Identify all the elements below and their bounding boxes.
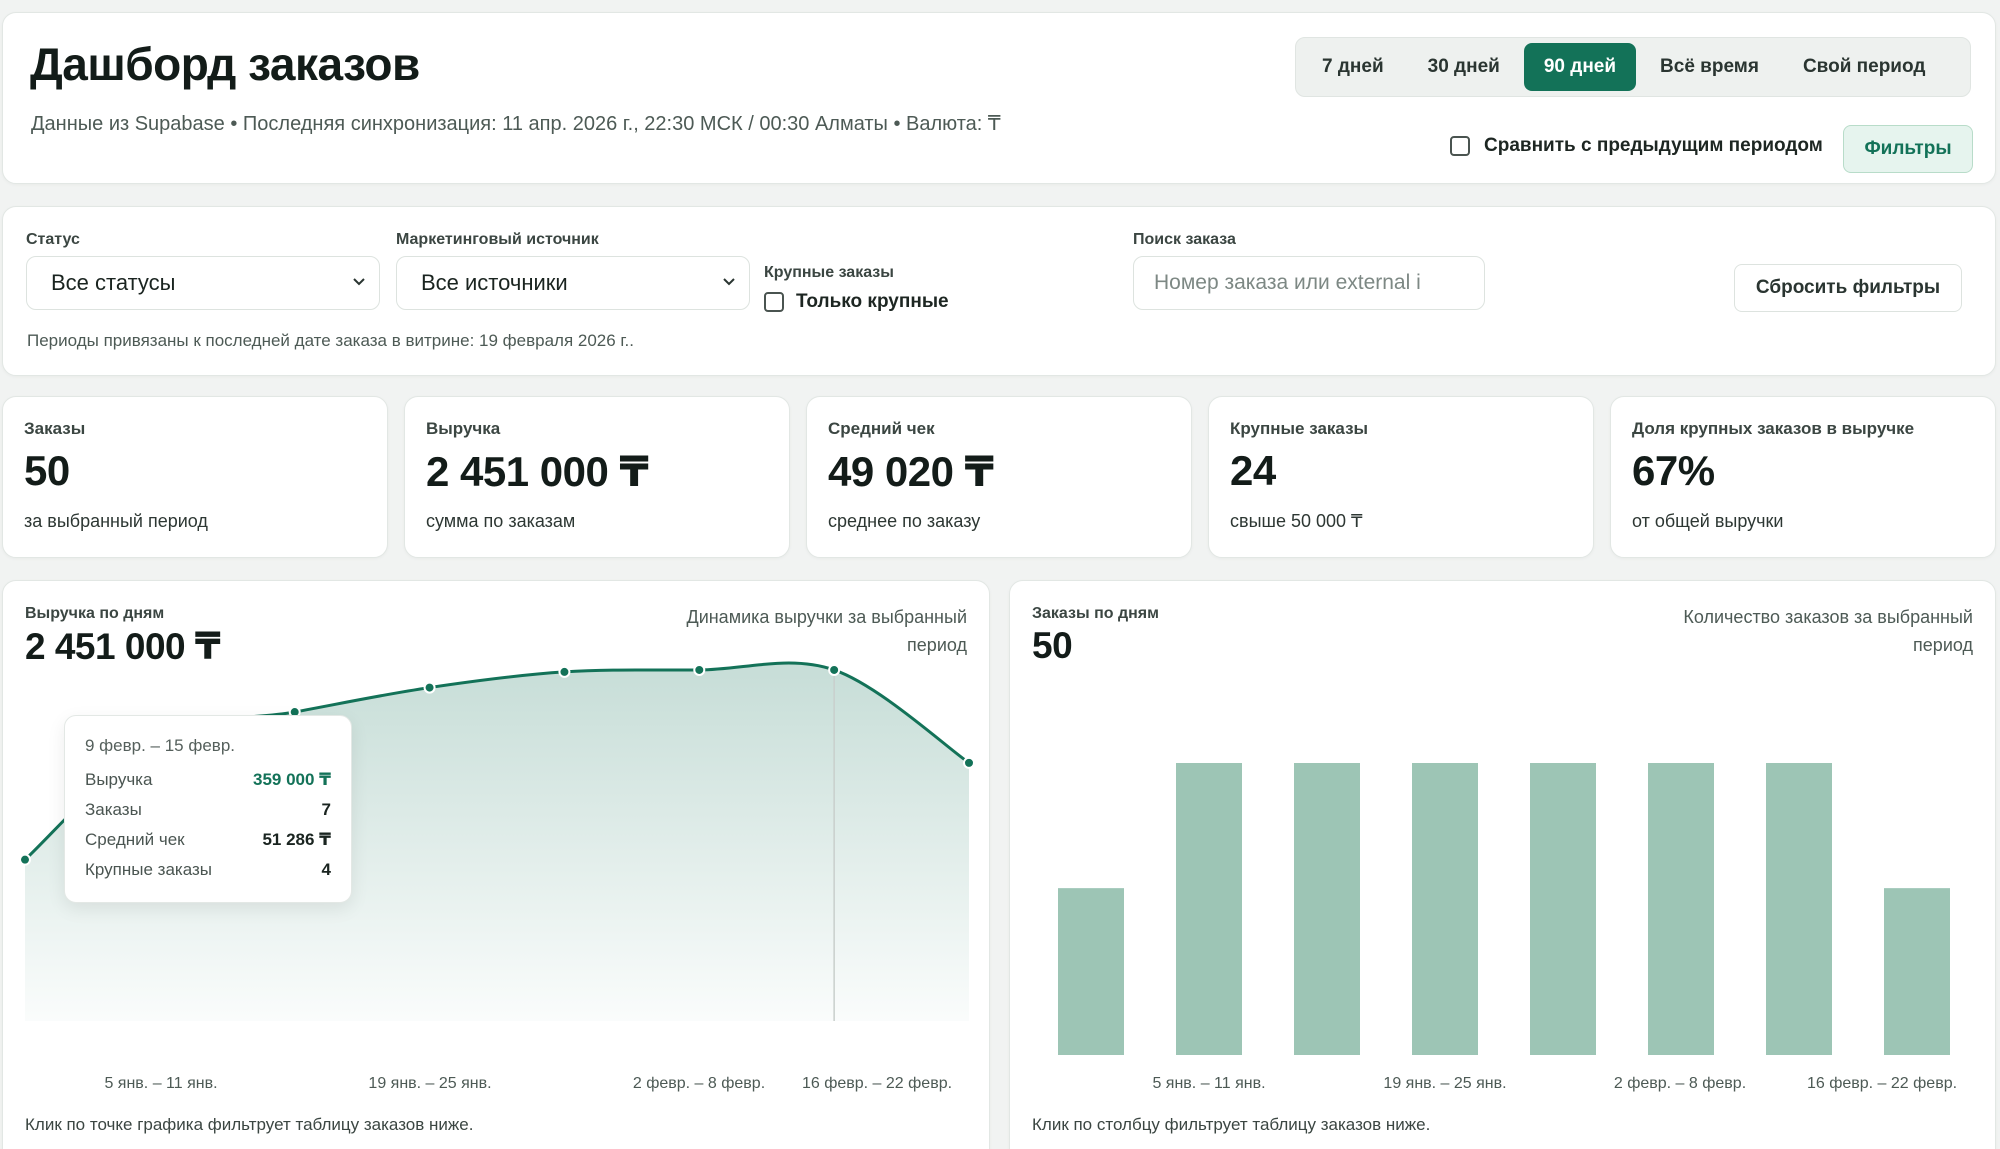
header-card: Дашборд заказов Данные из Supabase • Пос… bbox=[2, 12, 1996, 184]
chart-title: Выручка по дням bbox=[25, 605, 165, 622]
x-tick-label: 5 янв. – 11 янв. bbox=[104, 1075, 218, 1092]
only-large-checkbox[interactable] bbox=[764, 292, 784, 312]
large-orders-label: Крупные заказы bbox=[764, 264, 894, 281]
chart-caption: Количество заказов за выбранный период bbox=[1683, 607, 1973, 655]
orders-bar-8[interactable] bbox=[1884, 888, 1950, 1055]
x-tick-label: 2 февр. – 8 февр. bbox=[1613, 1075, 1747, 1092]
orders-bar-4[interactable] bbox=[1412, 763, 1478, 1055]
revenue-point-6[interactable] bbox=[693, 663, 706, 676]
chart-tooltip: 9 февр. – 15 февр. Выручка 359 000 ₸ Зак… bbox=[64, 715, 352, 903]
only-large-toggle[interactable]: Только крупные bbox=[764, 291, 949, 313]
tooltip-key: Выручка bbox=[85, 770, 153, 789]
kpi-label: Выручка bbox=[426, 419, 501, 438]
status-select-value: Все статусы bbox=[51, 270, 176, 295]
filters-panel: Статус Все статусы Маркетинговый источни… bbox=[2, 206, 1996, 376]
orders-bar-chart[interactable] bbox=[1010, 581, 1997, 1149]
source-select-value: Все источники bbox=[421, 270, 568, 295]
status-select[interactable]: Все статусы bbox=[26, 256, 380, 310]
reset-filters-button[interactable]: Сбросить фильтры bbox=[1734, 264, 1962, 312]
tooltip-value: 4 bbox=[321, 860, 331, 879]
period-selector: 7 дней 30 дней 90 дней Всё время Свой пе… bbox=[1295, 37, 1971, 97]
tooltip-value: 7 bbox=[321, 800, 331, 819]
search-label: Поиск заказа bbox=[1133, 231, 1236, 248]
x-tick-label: 16 февр. – 22 февр. bbox=[1806, 1075, 1958, 1092]
kpi-value: 67% bbox=[1632, 447, 1715, 494]
kpi-subtitle: среднее по заказу bbox=[828, 511, 981, 531]
chart-total: 2 451 000 ₸ bbox=[25, 626, 221, 667]
revenue-point-5[interactable] bbox=[558, 665, 571, 678]
tooltip-row: Заказы 7 bbox=[85, 800, 331, 820]
compare-toggle[interactable]: Сравнить с предыдущим периодом bbox=[1450, 135, 1823, 157]
chart-hint: Клик по точке графика фильтрует таблицу … bbox=[25, 1115, 474, 1134]
sync-subtitle: Данные из Supabase • Последняя синхрониз… bbox=[31, 113, 1001, 135]
filters-note: Периоды привязаны к последней дате заказ… bbox=[27, 331, 635, 350]
kpi-subtitle: от общей выручки bbox=[1632, 511, 1784, 531]
period-7-days-button[interactable]: 7 дней bbox=[1322, 56, 1384, 77]
kpi-orders-card: Заказы 50 за выбранный период bbox=[2, 396, 388, 558]
tooltip-value: 359 000 ₸ bbox=[252, 770, 331, 789]
orders-chart-card: Заказы по дням 50 Количество заказов за … bbox=[1009, 580, 1996, 1149]
x-tick-label: 2 февр. – 8 февр. bbox=[632, 1075, 766, 1092]
kpi-label: Крупные заказы bbox=[1230, 419, 1369, 438]
kpi-large-orders-card: Крупные заказы 24 свыше 50 000 ₸ bbox=[1208, 396, 1594, 558]
period-all-time-button[interactable]: Всё время bbox=[1660, 56, 1759, 77]
kpi-subtitle: сумма по заказам bbox=[426, 511, 576, 531]
orders-bar-2[interactable] bbox=[1176, 763, 1242, 1055]
x-tick-label: 16 февр. – 22 февр. bbox=[801, 1075, 953, 1092]
source-label: Маркетинговый источник bbox=[396, 231, 599, 248]
period-custom-button[interactable]: Свой период bbox=[1802, 56, 1926, 77]
revenue-chart-card: Выручка по дням 2 451 000 ₸ Динамика выр… bbox=[2, 580, 990, 1149]
kpi-label: Средний чек bbox=[828, 419, 935, 438]
revenue-point-8[interactable] bbox=[963, 756, 975, 769]
kpi-value: 49 020 ₸ bbox=[828, 448, 994, 495]
orders-bar-6[interactable] bbox=[1648, 763, 1714, 1055]
chevron-down-icon bbox=[723, 278, 735, 286]
tooltip-row: Выручка 359 000 ₸ bbox=[85, 770, 331, 790]
kpi-revenue-card: Выручка 2 451 000 ₸ сумма по заказам bbox=[404, 396, 790, 558]
only-large-label: Только крупные bbox=[796, 291, 949, 312]
kpi-value: 2 451 000 ₸ bbox=[426, 448, 649, 495]
kpi-subtitle: за выбранный период bbox=[24, 511, 208, 531]
revenue-point-1[interactable] bbox=[19, 853, 31, 866]
orders-bar-1[interactable] bbox=[1058, 888, 1124, 1055]
period-90-days-button[interactable]: 90 дней bbox=[1523, 43, 1637, 91]
kpi-value: 24 bbox=[1230, 447, 1276, 494]
revenue-point-7[interactable] bbox=[828, 663, 841, 676]
page-title: Дашборд заказов bbox=[30, 38, 420, 90]
period-30-days-button[interactable]: 30 дней bbox=[1427, 56, 1500, 77]
chart-hint: Клик по столбцу фильтрует таблицу заказо… bbox=[1032, 1115, 1431, 1134]
kpi-label: Доля крупных заказов в выручке bbox=[1632, 419, 1915, 438]
x-tick-label: 5 янв. – 11 янв. bbox=[1152, 1075, 1266, 1092]
orders-bar-3[interactable] bbox=[1294, 763, 1360, 1055]
tooltip-value: 51 286 ₸ bbox=[262, 830, 331, 849]
chart-title: Заказы по дням bbox=[1032, 605, 1159, 622]
kpi-large-share-card: Доля крупных заказов в выручке 67% от об… bbox=[1610, 396, 1996, 558]
compare-checkbox[interactable] bbox=[1450, 136, 1470, 156]
x-tick-label: 19 янв. – 25 янв. bbox=[368, 1075, 492, 1092]
compare-label: Сравнить с предыдущим периодом bbox=[1484, 135, 1823, 156]
kpi-subtitle: свыше 50 000 ₸ bbox=[1230, 511, 1363, 531]
kpi-value: 50 bbox=[24, 447, 70, 494]
tooltip-key: Заказы bbox=[85, 800, 142, 819]
tooltip-key: Средний чек bbox=[85, 830, 185, 849]
x-tick-label: 19 янв. – 25 янв. bbox=[1383, 1075, 1507, 1092]
chart-total: 50 bbox=[1032, 625, 1073, 666]
orders-bar-7[interactable] bbox=[1766, 763, 1832, 1055]
chart-caption: Динамика выручки за выбранный период bbox=[686, 607, 968, 655]
source-select[interactable]: Все источники bbox=[396, 256, 750, 310]
tooltip-row: Средний чек 51 286 ₸ bbox=[85, 830, 331, 850]
tooltip-period: 9 февр. – 15 февр. bbox=[85, 736, 236, 755]
tooltip-row: Крупные заказы 4 bbox=[85, 860, 331, 880]
tooltip-key: Крупные заказы bbox=[85, 860, 212, 879]
kpi-average-check-card: Средний чек 49 020 ₸ среднее по заказу bbox=[806, 396, 1192, 558]
filters-button[interactable]: Фильтры bbox=[1843, 125, 1973, 173]
kpi-label: Заказы bbox=[24, 419, 86, 438]
orders-bar-5[interactable] bbox=[1530, 763, 1596, 1055]
chevron-down-icon bbox=[353, 278, 365, 286]
status-label: Статус bbox=[26, 231, 80, 248]
order-search-input[interactable]: Номер заказа или external i bbox=[1133, 256, 1485, 310]
revenue-point-4[interactable] bbox=[423, 681, 436, 694]
